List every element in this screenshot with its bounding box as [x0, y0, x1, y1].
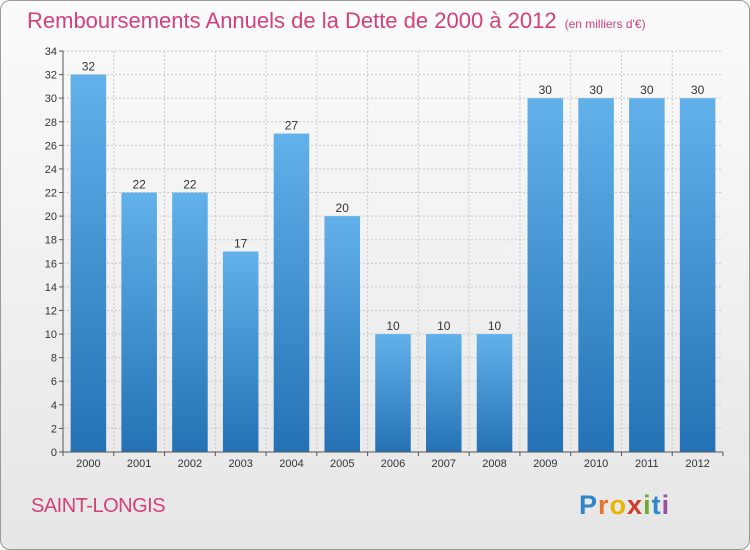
data-label: 17 — [234, 237, 248, 251]
y-tick-label: 22 — [45, 188, 57, 200]
y-tick-label: 6 — [51, 376, 57, 388]
x-tick-label: 2009 — [533, 458, 557, 470]
axis-layer: 0246810121416182022242628303234322000222… — [45, 46, 724, 470]
y-tick-label: 18 — [45, 235, 57, 247]
x-tick-label: 2001 — [127, 458, 151, 470]
logo-letter: x — [627, 490, 644, 520]
bar — [476, 334, 513, 452]
x-tick-label: 2003 — [228, 458, 252, 470]
x-tick-label: 2010 — [584, 458, 608, 470]
bar — [629, 98, 665, 453]
logo-letter: r — [598, 490, 610, 520]
bar — [324, 216, 360, 452]
logo-letter: t — [651, 490, 662, 520]
commune-name: SAINT-LONGIS — [31, 495, 166, 517]
bar — [222, 251, 259, 452]
y-tick-label: 16 — [45, 258, 57, 270]
data-label: 20 — [336, 201, 350, 215]
y-tick-label: 12 — [45, 305, 57, 317]
y-tick-label: 10 — [45, 329, 57, 341]
y-tick-label: 32 — [45, 70, 57, 82]
logo-letter: i — [661, 490, 671, 520]
bar — [375, 334, 411, 452]
data-label: 30 — [640, 83, 654, 97]
x-tick-label: 2005 — [330, 458, 354, 470]
x-tick-label: 2012 — [685, 458, 709, 470]
bar — [679, 98, 716, 453]
y-tick-label: 28 — [45, 117, 57, 129]
data-label: 30 — [589, 83, 603, 97]
y-tick-label: 2 — [51, 423, 57, 435]
data-label: 22 — [132, 178, 146, 192]
y-tick-label: 4 — [51, 400, 57, 412]
data-label: 27 — [285, 119, 299, 133]
logo-letter: o — [609, 490, 628, 520]
bar — [578, 98, 614, 453]
y-tick-label: 20 — [45, 211, 57, 223]
chart-title-text: Remboursements Annuels de la Dette de 20… — [27, 8, 557, 33]
bar — [121, 192, 157, 452]
x-tick-label: 2008 — [482, 458, 506, 470]
y-tick-label: 24 — [45, 164, 57, 176]
data-label: 30 — [691, 83, 705, 97]
x-tick-label: 2000 — [76, 458, 100, 470]
chart-title: Remboursements Annuels de la Dette de 20… — [27, 8, 646, 34]
x-tick-label: 2007 — [432, 458, 456, 470]
x-tick-label: 2002 — [178, 458, 202, 470]
bar — [527, 98, 564, 453]
bar — [426, 334, 462, 452]
data-label: 10 — [437, 319, 451, 333]
y-tick-label: 26 — [45, 140, 57, 152]
data-label: 30 — [539, 83, 553, 97]
proxiti-logo: Proxiti — [579, 490, 670, 521]
x-tick-label: 2004 — [279, 458, 303, 470]
bar — [172, 192, 208, 452]
data-label: 10 — [488, 319, 502, 333]
data-label: 10 — [386, 319, 400, 333]
x-tick-label: 2006 — [381, 458, 405, 470]
bar — [273, 133, 310, 452]
y-tick-label: 14 — [45, 282, 57, 294]
x-tick-label: 2011 — [635, 458, 659, 470]
data-label: 32 — [82, 60, 96, 74]
logo-letter: i — [643, 490, 652, 520]
logo-letter: P — [579, 490, 599, 520]
y-tick-label: 34 — [45, 46, 57, 58]
bar — [70, 74, 107, 453]
chart-subtitle: (en milliers d'€) — [564, 17, 646, 31]
bars-layer — [70, 74, 716, 453]
y-tick-label: 30 — [45, 93, 57, 105]
y-tick-label: 8 — [51, 353, 57, 365]
data-label: 22 — [183, 178, 197, 192]
y-tick-label: 0 — [51, 447, 57, 459]
